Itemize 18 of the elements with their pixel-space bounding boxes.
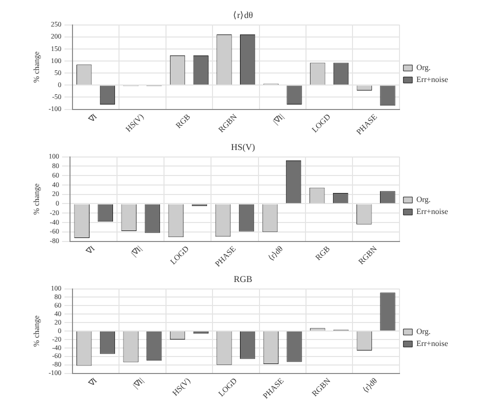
y-axis-title: % change [32,182,41,215]
y-axis-title: % change [32,50,41,83]
legend-label: Err+noise [416,207,448,216]
chart-title: HS(V) [231,142,255,152]
x-tick-label: |∇I| [271,112,286,126]
legend-label: Err+noise [416,339,448,348]
legend-label: Org. [416,327,431,336]
legend-label: Err+noise [416,75,448,84]
x-tick-label: ∇I [86,112,99,125]
chart-title: ⟨r⟩dθ [233,10,253,20]
x-tick-label: |∇I| [130,244,144,258]
x-tick-label: ∇I [84,244,97,257]
legend-label: Org. [416,63,431,72]
x-tick-label: ∇I [86,376,99,389]
x-tick-label: |∇I| [131,376,146,390]
legend-label: Org. [416,195,431,204]
chart-title: RGB [234,274,252,284]
y-axis-title: % change [32,314,41,347]
